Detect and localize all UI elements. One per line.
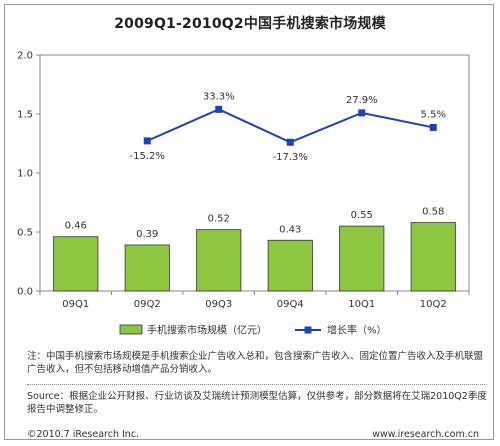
bar bbox=[53, 236, 99, 292]
bar bbox=[410, 222, 456, 292]
x-tick-label: 09Q3 bbox=[205, 299, 232, 310]
growth-point bbox=[215, 105, 223, 113]
growth-point bbox=[143, 137, 151, 145]
x-tick-label: 10Q1 bbox=[348, 299, 375, 310]
chart-note: 注：中国手机搜索市场规模是手机搜索企业广告收入总和，包含搜索广告收入、固定位置广… bbox=[27, 351, 484, 375]
legend-line-marker bbox=[304, 326, 312, 334]
copyright: ©2010.7 iResearch Inc. bbox=[27, 429, 140, 440]
x-tick-label: 09Q2 bbox=[134, 299, 161, 310]
growth-point bbox=[358, 109, 366, 117]
growth-line bbox=[146, 108, 434, 144]
x-tick-label: 09Q1 bbox=[62, 299, 89, 310]
legend-bar-label: 手机搜索市场规模（亿元） bbox=[147, 324, 267, 337]
bar-value-label: 0.55 bbox=[351, 210, 373, 221]
bar bbox=[267, 239, 313, 292]
growth-value-label: 33.3% bbox=[203, 91, 235, 102]
chart-svg: 0.0 0.5 1.0 1.5 2.0 0.46 09Q1 0.39 09Q2 0.52 09Q3 0… bbox=[17, 51, 470, 337]
chart-title: 2009Q1-2010Q2中国手机搜索市场规模 bbox=[114, 16, 386, 32]
growth-point bbox=[286, 138, 294, 146]
y-tick-label: 1.0 bbox=[17, 169, 33, 180]
bar-value-label: 0.52 bbox=[208, 214, 230, 225]
y-tick-label: 1.5 bbox=[17, 110, 33, 121]
growth-value-label: 27.9% bbox=[346, 95, 378, 106]
bar-value-label: 0.46 bbox=[65, 221, 87, 232]
separator bbox=[27, 384, 487, 385]
legend-bar-swatch bbox=[119, 324, 143, 335]
x-tick-label: 10Q2 bbox=[420, 299, 447, 310]
y-tick-label: 2.0 bbox=[17, 51, 33, 62]
bar bbox=[124, 244, 170, 292]
website-link[interactable]: www.iresearch.com.cn bbox=[372, 429, 479, 440]
growth-value-label: -17.3% bbox=[273, 152, 308, 163]
bar bbox=[339, 225, 385, 292]
legend-line-label: 增长率（%） bbox=[327, 324, 387, 337]
plot-area bbox=[39, 54, 470, 292]
growth-point bbox=[429, 123, 437, 131]
growth-value-label: 5.5% bbox=[421, 109, 446, 120]
y-tick-label: 0.5 bbox=[17, 228, 33, 239]
growth-value-label: -15.2% bbox=[130, 151, 165, 162]
bar-value-label: 0.58 bbox=[422, 207, 444, 218]
chart-frame: 2009Q1-2010Q2中国手机搜索市场规模 0.0 0.5 1.0 1.5 2.0 0… bbox=[4, 4, 494, 440]
chart-source: Source：根据企业公开财报、行业访谈及艾瑞统计预测模型估算，仅供参考，部分数… bbox=[27, 391, 487, 415]
x-tick-label: 09Q4 bbox=[277, 299, 304, 310]
y-tick-label: 0.0 bbox=[17, 287, 33, 298]
bar-value-label: 0.39 bbox=[136, 229, 158, 240]
bar bbox=[196, 229, 242, 292]
bar-value-label: 0.43 bbox=[279, 224, 301, 235]
